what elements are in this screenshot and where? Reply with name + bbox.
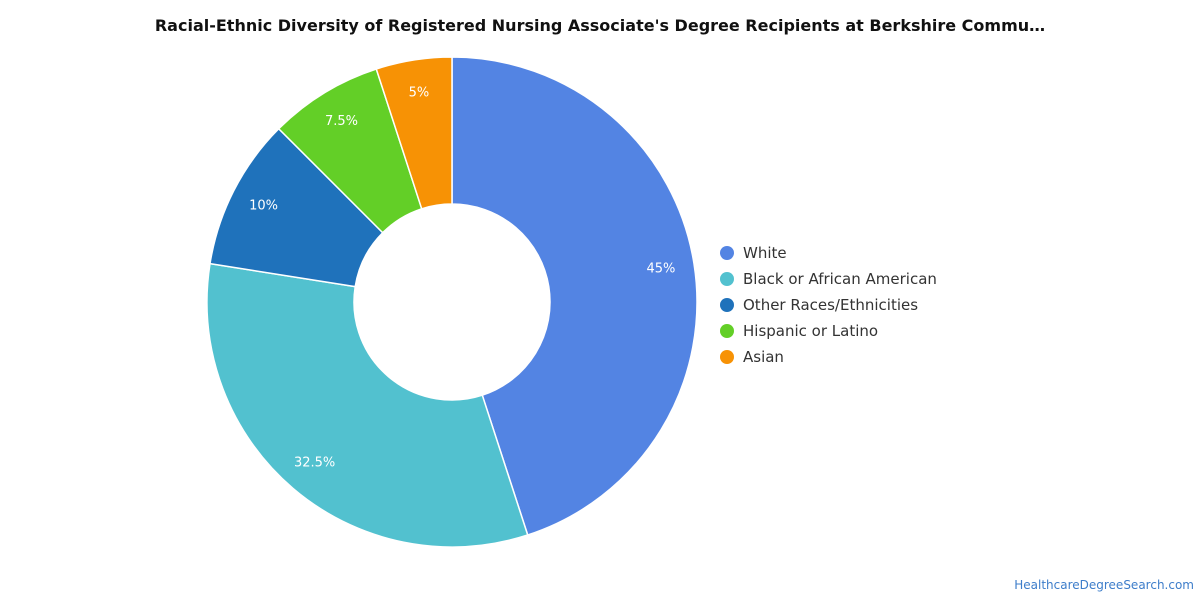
legend-marker (720, 324, 734, 338)
legend-item-white[interactable]: White (720, 240, 937, 266)
legend-item-asian[interactable]: Asian (720, 344, 937, 370)
slice-white[interactable] (451, 56, 698, 536)
legend-label: Hispanic or Latino (743, 322, 879, 340)
source-link[interactable]: HealthcareDegreeSearch.com (1014, 578, 1194, 592)
slice-label-black-or-african-american: 32.5% (294, 455, 335, 470)
legend-label: Asian (743, 348, 784, 366)
legend-label: White (743, 244, 787, 262)
legend-item-other-races-ethnicities[interactable]: Other Races/Ethnicities (720, 292, 937, 318)
legend-item-hispanic-or-latino[interactable]: Hispanic or Latino (720, 318, 937, 344)
legend-marker (720, 246, 734, 260)
legend-marker (720, 298, 734, 312)
chart-title: Racial-Ethnic Diversity of Registered Nu… (154, 16, 1046, 35)
legend-label: Black or African American (743, 270, 937, 288)
slice-black-or-african-american[interactable] (206, 262, 529, 548)
legend-label: Other Races/Ethnicities (743, 296, 919, 314)
slice-label-other-races-ethnicities: 10% (249, 198, 278, 213)
slice-label-white: 45% (646, 261, 675, 276)
legend-item-black-or-african-american[interactable]: Black or African American (720, 266, 937, 292)
legend-marker (720, 350, 734, 364)
slice-label-hispanic-or-latino: 7.5% (325, 114, 358, 129)
legend-marker (720, 272, 734, 286)
legend: White Black or African American Other Ra… (720, 240, 937, 370)
slice-asian[interactable] (375, 56, 453, 210)
slice-label-asian: 5% (409, 86, 430, 101)
